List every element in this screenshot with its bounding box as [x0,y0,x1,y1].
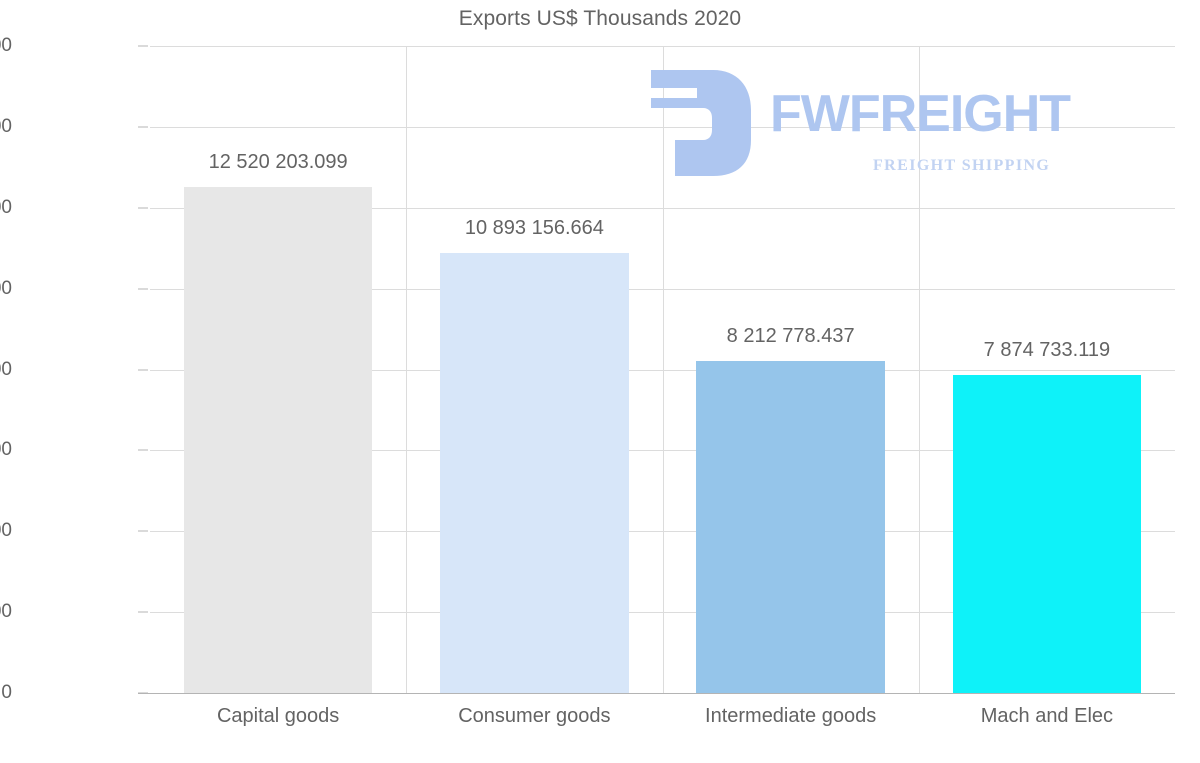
gridline-vertical [662,46,664,693]
bar-value-label: 8 212 778.437 [726,324,855,347]
y-axis-tick-mark [138,611,148,613]
bar-value-label: 12 520 203.099 [208,150,348,173]
y-axis-tick-label: 14 000 000 [0,115,12,137]
y-axis-tick-mark [138,530,148,532]
chart-title: Exports US$ Thousands 2020 [458,7,742,30]
y-axis-tick-label: 12 000 000 [0,196,12,218]
y-axis-tick-mark [138,369,148,370]
y-axis-tick-label: 6 000 000 [0,439,12,461]
x-axis-tick-label: Mach and Elec [980,705,1114,727]
bar-value-label: 7 874 733.119 [983,338,1111,361]
bar-intermediate-goods[interactable] [696,360,885,693]
bar-mach-and-elec[interactable] [952,374,1142,693]
y-axis-tick-label: 10 000 000 [0,277,12,299]
y-axis-tick-label: 0 [1,682,12,703]
y-axis-tick-mark [138,126,148,128]
y-axis-tick-mark [138,207,148,209]
y-axis-tick-label: 16 000 000 [0,35,12,56]
y-axis-tick-label: 4 000 000 [0,520,12,542]
x-axis-line [138,693,1175,694]
x-axis-tick-label: Intermediate goods [705,705,877,727]
plot-area: 12 520 203.099 10 893 156.664 8 212 778.43… [138,46,1175,694]
bar-value-label: 10 893 156.664 [464,216,604,239]
y-axis-tick-label: 8 000 000 [0,358,12,380]
gridline-vertical [406,46,408,693]
bar-consumer-goods[interactable] [440,252,629,693]
x-axis-tick-label: Capital goods [216,705,340,727]
y-axis-tick-mark [138,449,148,451]
y-axis-tick-mark [138,288,148,290]
y-axis-tick-label: 2 000 000 [0,601,12,623]
bar-capital-goods[interactable] [183,186,373,693]
gridline-vertical [918,46,920,693]
y-axis-tick-mark [138,45,148,47]
x-axis-tick-label: Consumer goods [458,705,611,727]
